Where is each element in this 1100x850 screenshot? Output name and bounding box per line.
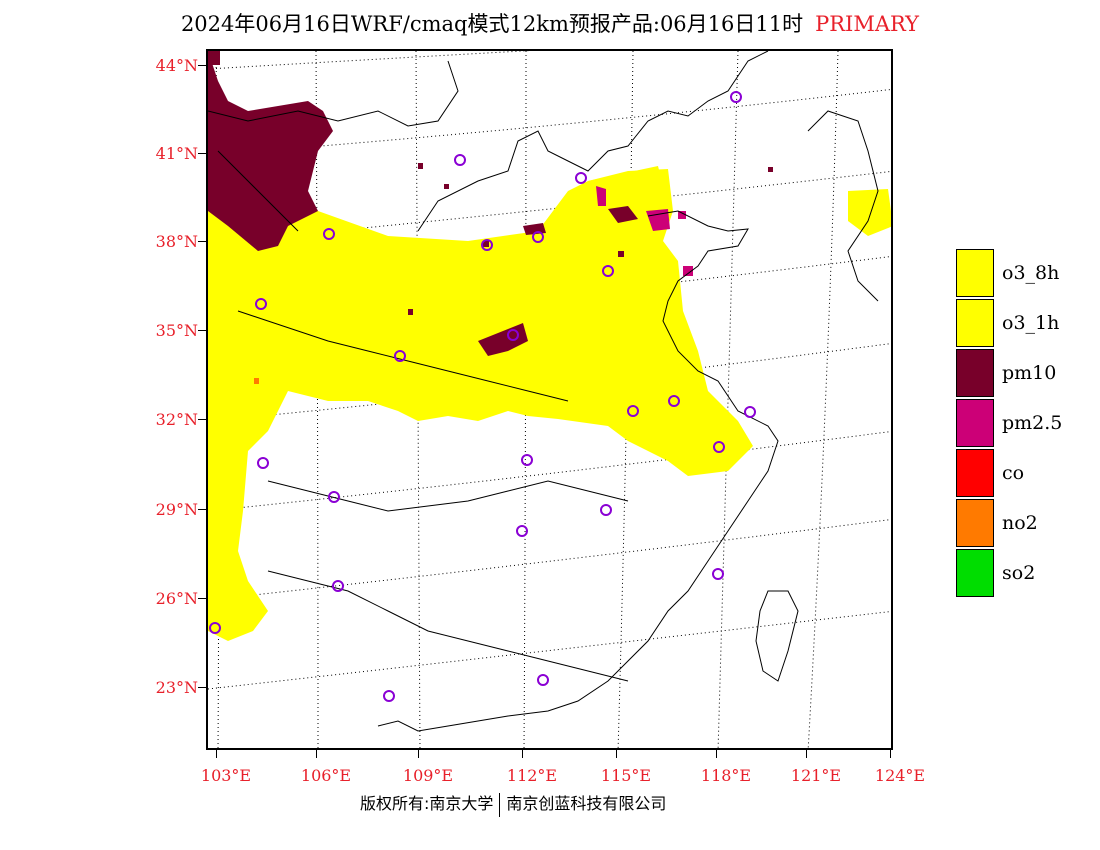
lat-label: 41°N [155,144,198,163]
lat-label: 29°N [155,500,198,519]
footer-divider [499,792,501,817]
legend-item-co: co [956,448,1062,498]
lon-label: 124°E [874,766,926,785]
legend-item-pm10: pm10 [956,348,1062,398]
legend: o3_8h o3_1h pm10 pm2.5 co no2 so2 [956,248,1062,598]
map-area[interactable] [206,49,893,750]
lon-label: 106°E [300,766,352,785]
lat-label: 23°N [155,678,198,697]
title-tag: PRIMARY [815,12,920,36]
copyright-left: 版权所有:南京大学 [360,794,494,813]
legend-swatch [956,499,994,547]
pollution-map [208,51,891,748]
legend-swatch [956,349,994,397]
lat-label: 26°N [155,589,198,608]
legend-label: so2 [1002,562,1036,584]
boundaries [208,51,879,732]
lon-label: 115°E [600,766,652,785]
legend-label: co [1002,462,1025,484]
pm25-region [596,186,693,276]
copyright-footer: 版权所有:南京大学 南京创蓝科技有限公司 [360,790,666,817]
lon-label: 103°E [200,766,252,785]
legend-item-no2: no2 [956,498,1062,548]
legend-label: o3_1h [1002,312,1060,334]
lat-label: 35°N [155,321,198,340]
title-main: 2024年06月16日WRF/cmaq模式12km预报产品:06月16日11时 [180,12,804,36]
legend-item-pm25: pm2.5 [956,398,1062,448]
legend-label: pm10 [1002,362,1057,384]
lon-label: 118°E [700,766,752,785]
copyright-right: 南京创蓝科技有限公司 [506,794,667,813]
map-title: 2024年06月16日WRF/cmaq模式12km预报产品:06月16日11时 P… [0,8,1100,38]
site-markers [209,91,756,702]
legend-label: pm2.5 [1002,412,1063,434]
legend-swatch [956,399,994,447]
lat-label: 44°N [155,56,198,75]
lon-label: 109°E [402,766,454,785]
graticule [208,51,891,748]
legend-swatch [956,449,994,497]
lat-label: 32°N [155,410,198,429]
legend-swatch [956,249,994,297]
o3-region [208,166,891,641]
lon-label: 121°E [790,766,842,785]
legend-swatch [956,299,994,347]
legend-label: o3_8h [1002,262,1060,284]
legend-swatch [956,549,994,597]
legend-item-o3-1h: o3_1h [956,298,1062,348]
lat-label: 38°N [155,232,198,251]
legend-label: no2 [1002,512,1038,534]
legend-item-o3-8h: o3_8h [956,248,1062,298]
legend-item-so2: so2 [956,548,1062,598]
lon-label: 112°E [506,766,558,785]
